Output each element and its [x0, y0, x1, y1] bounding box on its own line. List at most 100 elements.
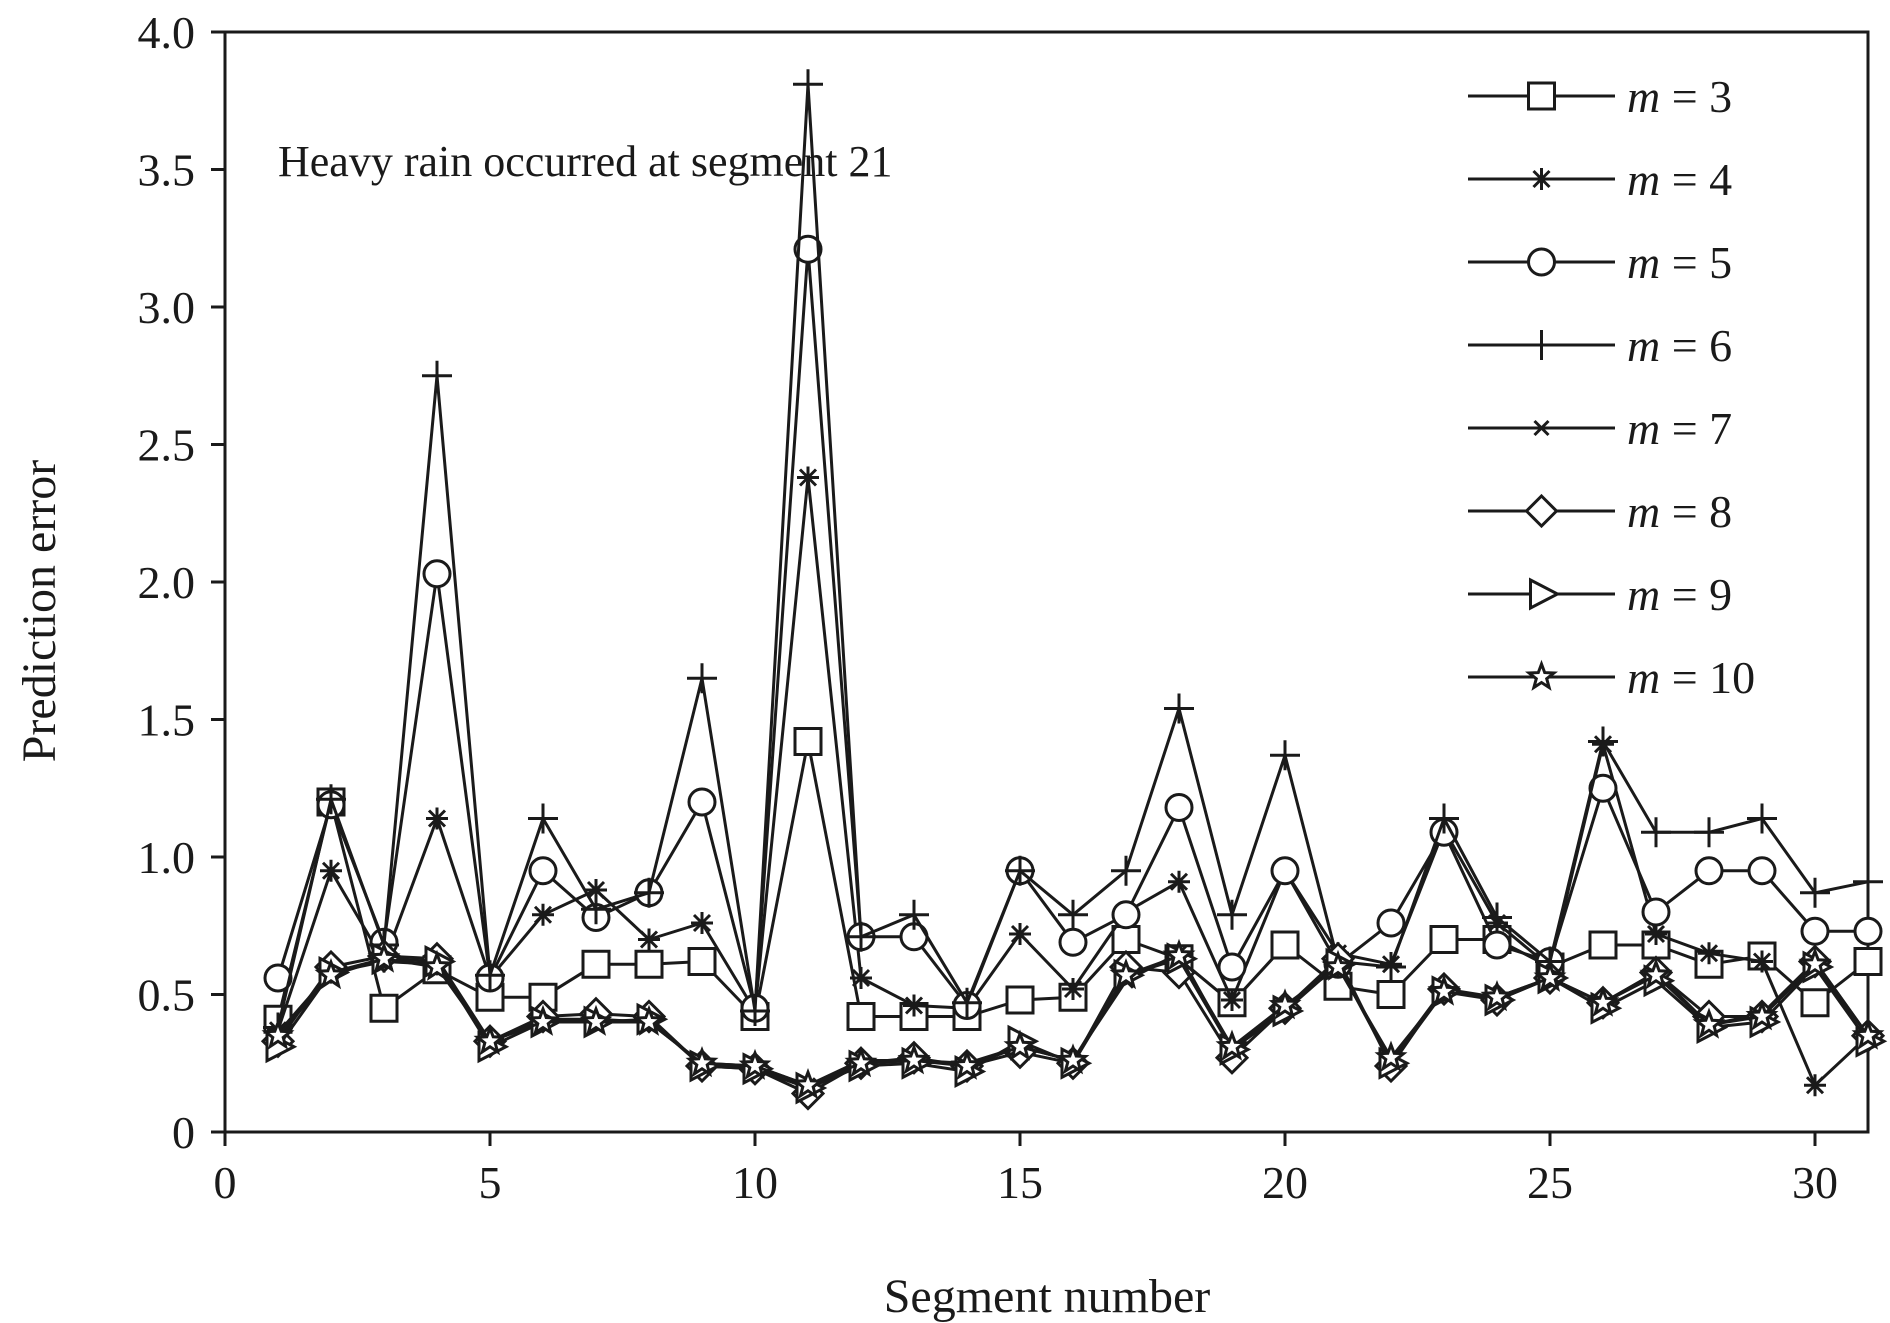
data-point [1800, 916, 1830, 946]
data-point [793, 69, 823, 100]
data-point [952, 987, 982, 1018]
data-point [1804, 1074, 1826, 1097]
data-point [426, 807, 448, 830]
data-point [1639, 958, 1673, 990]
legend-entry: m = 4 [1468, 154, 1732, 205]
data-point [1003, 1029, 1037, 1061]
data-point [1270, 856, 1300, 886]
y-tick-label: 3.5 [138, 145, 196, 196]
data-point [473, 1024, 507, 1056]
data-point [1376, 908, 1406, 938]
data-point [632, 1004, 666, 1036]
data-point [1588, 930, 1618, 960]
data-point [1111, 855, 1141, 886]
data-point [899, 899, 929, 930]
data-point [897, 1043, 931, 1075]
legend-label: m = 7 [1627, 403, 1732, 454]
legend-entry: m = 7 [1468, 403, 1732, 454]
y-tick-label: 2.0 [138, 557, 196, 608]
data-point [1853, 916, 1883, 946]
data-point [685, 1046, 719, 1078]
data-point [1853, 947, 1883, 976]
data-point [528, 856, 558, 886]
data-point [1009, 923, 1031, 945]
y-tick-label: 4.0 [138, 7, 196, 58]
data-point [261, 1018, 295, 1050]
legend-marker [1527, 81, 1556, 111]
legend-marker [1529, 577, 1561, 611]
data-point [1698, 942, 1720, 965]
y-tick-label: 1.5 [138, 695, 196, 746]
data-point [1429, 925, 1459, 954]
legend-label: m = 9 [1627, 569, 1732, 620]
data-point [1109, 958, 1143, 990]
legend-entry: m = 8 [1468, 486, 1732, 537]
data-point [1217, 899, 1247, 930]
legend-label: m = 4 [1627, 154, 1732, 205]
data-point [1641, 817, 1671, 848]
data-point [1321, 949, 1355, 981]
data-point [1058, 927, 1088, 957]
legend-marker [1524, 493, 1559, 529]
data-point [1111, 925, 1141, 954]
data-point [1751, 950, 1773, 973]
x-axis: 0 5 10 15 20 25 30 [214, 1132, 1838, 1208]
legend-label: m = 10 [1627, 652, 1755, 703]
legend-entry: m = 10 [1468, 652, 1755, 703]
data-point [369, 993, 399, 1023]
data-point [687, 787, 717, 817]
data-point [420, 949, 454, 981]
data-point [1376, 980, 1406, 1009]
data-point [1062, 978, 1084, 1000]
data-point [1694, 856, 1724, 886]
y-axis: 0 0.5 1.0 1.5 2.0 2.5 3.0 3.5 4.0 [138, 7, 225, 1158]
data-point [1588, 726, 1618, 757]
y-tick-label: 2.5 [138, 420, 196, 471]
data-point [1641, 897, 1671, 927]
data-point [526, 1004, 560, 1036]
data-point [846, 921, 876, 952]
data-point [1376, 952, 1406, 982]
data-point [1851, 1018, 1885, 1050]
data-point [1005, 855, 1035, 886]
y-tick-label: 0.5 [138, 970, 196, 1021]
data-point [528, 803, 558, 834]
data-point [844, 1046, 878, 1078]
series-m-10 [261, 938, 1885, 1100]
data-point [1005, 985, 1035, 1015]
data-point [638, 928, 660, 951]
data-point [581, 894, 611, 925]
data-point [950, 1048, 984, 1080]
legend-label: m = 5 [1627, 237, 1732, 288]
data-point [1217, 952, 1247, 982]
data-point [1798, 947, 1832, 979]
data-point [634, 949, 664, 979]
annotation-text: Heavy rain occurred at segment 21 [278, 137, 893, 186]
data-point [1645, 923, 1667, 945]
data-point [1429, 803, 1459, 834]
data-point [1168, 870, 1190, 893]
data-point [903, 994, 925, 1017]
legend-marker [1526, 330, 1557, 360]
data-point [475, 960, 505, 991]
data-point [585, 879, 607, 901]
data-point [532, 903, 554, 926]
data-point [320, 859, 342, 882]
legend-label: m = 6 [1627, 320, 1732, 371]
data-point [1853, 866, 1883, 897]
x-tick-label: 25 [1527, 1157, 1573, 1208]
data-point [1374, 1040, 1408, 1072]
data-point [1056, 1043, 1090, 1075]
data-point [1800, 988, 1830, 1018]
legend-marker [1530, 168, 1553, 190]
data-point [1482, 902, 1512, 933]
x-tick-label: 0 [214, 1157, 237, 1208]
data-point [1058, 899, 1088, 930]
y-tick-label: 1.0 [138, 832, 196, 883]
data-point [1586, 985, 1620, 1017]
data-point [1747, 803, 1777, 834]
x-tick-label: 15 [997, 1157, 1043, 1208]
legend-marker [1525, 659, 1558, 691]
y-tick-label: 3.0 [138, 282, 196, 333]
data-point [1800, 877, 1830, 908]
